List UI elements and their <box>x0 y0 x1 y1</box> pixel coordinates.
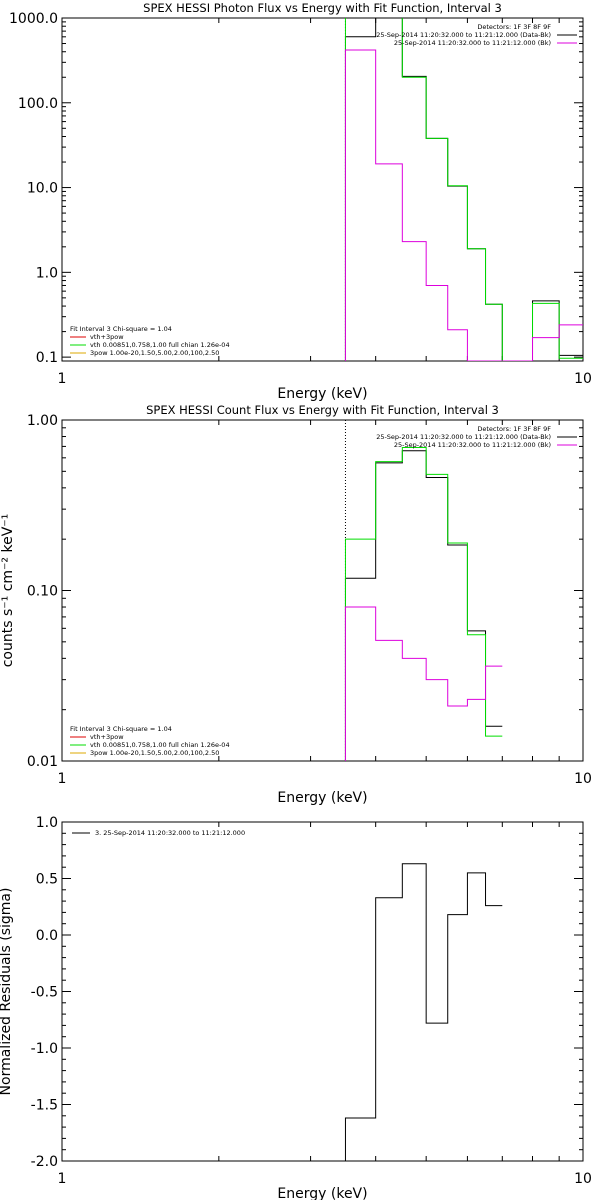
x-axis-label: Energy (keV) <box>277 1186 367 1200</box>
x-tick-label: 1 <box>58 371 67 387</box>
series-line-black <box>344 863 503 1161</box>
y-axis-label: Normalized Residuals (sigma) <box>0 888 14 1096</box>
x-axis-label: Energy (keV) <box>277 790 367 806</box>
series-line-magenta <box>344 49 583 361</box>
legend-entry-top: 25-Sep-2014 11:20:32.000 to 11:21:12.000… <box>394 441 551 449</box>
legend-entry-top: Detectors: 1F 3F 8F 9F <box>477 425 551 433</box>
legend-entry-top: Detectors: 1F 3F 8F 9F <box>477 23 551 31</box>
y-tick-label: 1.0 <box>36 265 58 281</box>
series-line-magenta <box>344 606 503 761</box>
chart-panel-3: -2.0 -1.5 -1.0 -0.5 0.0 0.5 1.0 1 10 Energy (keV)… <box>0 815 592 1200</box>
y-tick-label: 0.1 <box>36 350 58 366</box>
legend-entry-fit: Fit Interval 3 Chi-square = 1.04 <box>70 725 172 733</box>
y-axis-label: counts s⁻¹ cm⁻² keV⁻¹ <box>0 514 16 668</box>
x-tick-label: 10 <box>574 771 592 787</box>
x-tick-label: 10 <box>574 371 592 387</box>
y-tick-label: -0.5 <box>31 985 58 1001</box>
y-tick-label: -1.5 <box>31 1098 58 1114</box>
y-tick-label: 100.0 <box>18 96 58 112</box>
y-tick-label: 1000.0 <box>9 11 58 27</box>
chart-title: SPEX HESSI Photon Flux vs Energy with Fi… <box>143 1 502 15</box>
legend-entry-fit: vth 0.00851,0.758,1.00 full chian 1.26e-… <box>90 741 230 749</box>
y-tick-label: 1.0 <box>36 815 58 831</box>
legend-entry-top: 25-Sep-2014 11:20:32.000 to 11:21:12.000… <box>394 39 551 47</box>
x-axis-label: Energy (keV) <box>277 386 367 402</box>
legend-entry-top: 25-Sep-2014 11:20:32.000 to 11:21:12.000… <box>376 31 551 39</box>
series-line-black <box>344 450 503 761</box>
legend-entry-fit: 3pow 1.00e-20,1.50,5.00,2.00,100,2.50 <box>90 349 219 357</box>
y-tick-label: 10.0 <box>27 181 58 197</box>
y-tick-label: 1.00 <box>27 413 58 429</box>
plot-frame <box>61 17 584 362</box>
legend-entry-fit: vth+3pow <box>90 333 124 341</box>
chart-title: SPEX HESSI Count Flux vs Energy with Fit… <box>146 403 499 417</box>
plot-frame <box>61 821 584 1162</box>
chart-panel-2: SPEX HESSI Count Flux vs Energy with Fit… <box>0 403 592 806</box>
series-line-green <box>344 446 503 761</box>
legend-entry-fit: vth 0.00851,0.758,1.00 full chian 1.26e-… <box>90 341 230 349</box>
legend-entry-fit: 3pow 1.00e-20,1.50,5.00,2.00,100,2.50 <box>90 749 219 757</box>
legend-entry-fit: vth+3pow <box>90 733 124 741</box>
chart-panel-1: SPEX HESSI Photon Flux vs Energy with Fi… <box>9 1 592 402</box>
legend-entry-top: 25-Sep-2014 11:20:32.000 to 11:21:12.000… <box>376 433 551 441</box>
y-tick-label: 0.0 <box>36 928 58 944</box>
y-tick-label: -2.0 <box>31 1154 58 1170</box>
x-tick-label: 1 <box>58 771 67 787</box>
x-tick-label: 1 <box>58 1171 67 1187</box>
plot-frame <box>61 419 584 762</box>
y-tick-label: 0.01 <box>27 754 58 770</box>
series-line-green <box>344 18 583 361</box>
legend-entry-top: 3. 25-Sep-2014 11:20:32.000 to 11:21:12.… <box>95 829 245 837</box>
series-line-black <box>344 18 583 361</box>
legend-entry-fit: Fit Interval 3 Chi-square = 1.04 <box>70 325 172 333</box>
y-tick-label: 0.10 <box>27 584 58 600</box>
y-tick-label: 0.5 <box>36 872 58 888</box>
x-tick-label: 10 <box>574 1171 592 1187</box>
y-tick-label: -1.0 <box>31 1041 58 1057</box>
